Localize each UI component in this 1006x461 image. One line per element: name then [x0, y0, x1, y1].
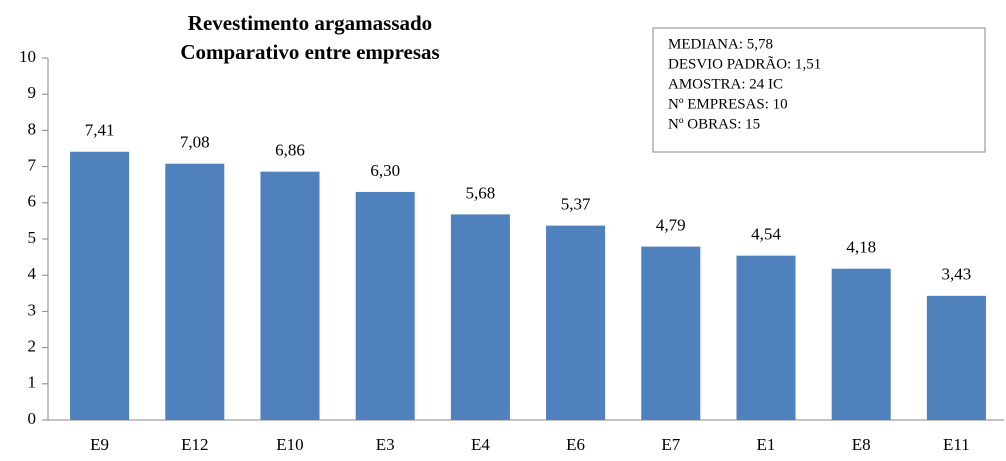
- annotation-box: [652, 27, 986, 153]
- y-tick-label: 0: [28, 409, 37, 428]
- y-tick-label: 7: [28, 156, 37, 175]
- annotation-line: Nº EMPRESAS: 10: [668, 96, 788, 112]
- bar: [641, 246, 701, 420]
- bar: [70, 151, 130, 420]
- x-tick-label: E8: [852, 435, 871, 454]
- data-label: 3,43: [942, 265, 972, 284]
- x-tick-label: E7: [661, 435, 680, 454]
- bar: [260, 171, 320, 420]
- y-tick-label: 2: [28, 337, 37, 356]
- x-tick-label: E12: [181, 435, 208, 454]
- bar: [165, 163, 225, 421]
- x-tick-label: E1: [757, 435, 776, 454]
- annotation-line: DESVIO PADRÃO: 1,51: [668, 56, 821, 72]
- y-tick-label: 1: [28, 373, 37, 392]
- data-label: 4,18: [846, 238, 876, 257]
- y-tick-label: 3: [28, 300, 37, 319]
- x-tick-label: E11: [943, 435, 970, 454]
- bar: [831, 268, 891, 420]
- annotation-line: MEDIANA: 5,78: [668, 36, 773, 52]
- x-tick-label: E4: [471, 435, 490, 454]
- x-tick-label: E6: [566, 435, 585, 454]
- chart-title: Revestimento argamassado: [188, 11, 432, 35]
- y-tick-label: 5: [28, 228, 37, 247]
- annotation-line: Nº OBRAS: 15: [668, 116, 760, 132]
- data-label: 4,79: [656, 216, 686, 235]
- data-label: 6,30: [370, 161, 400, 180]
- data-label: 7,08: [180, 133, 210, 152]
- bar: [546, 225, 606, 420]
- data-label: 7,41: [85, 121, 115, 140]
- x-tick-label: E10: [276, 435, 303, 454]
- x-tick-label: E3: [376, 435, 395, 454]
- bar: [355, 191, 415, 420]
- x-tick-label: E9: [90, 435, 109, 454]
- bar: [926, 295, 986, 420]
- data-label: 6,86: [275, 141, 305, 160]
- bar: [736, 255, 796, 420]
- y-tick-label: 8: [28, 119, 37, 138]
- data-label: 4,54: [751, 225, 781, 244]
- annotation-line: AMOSTRA: 24 IC: [668, 76, 783, 92]
- data-label: 5,68: [466, 183, 496, 202]
- y-tick-label: 10: [19, 47, 36, 66]
- y-tick-label: 9: [28, 83, 37, 102]
- bar: [450, 214, 510, 420]
- data-label: 5,37: [561, 195, 591, 214]
- y-tick-label: 6: [28, 192, 37, 211]
- chart-title: Comparativo entre empresas: [180, 40, 439, 64]
- y-tick-label: 4: [28, 264, 37, 283]
